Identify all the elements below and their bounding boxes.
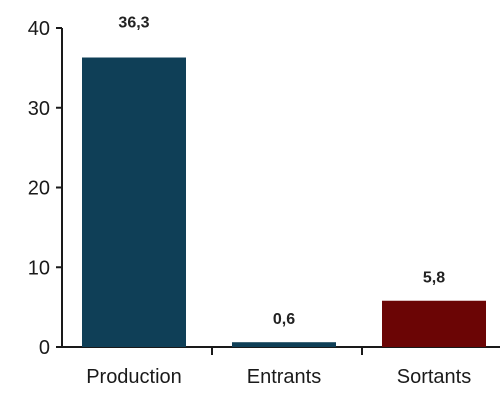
y-tick-label: 20 — [28, 178, 50, 200]
data-labels: 36,3 0,6 5,8 — [118, 15, 445, 329]
data-label-production: 36,3 — [118, 15, 149, 32]
x-tick-label-entrants: Entrants — [247, 366, 321, 388]
y-tick-label: 10 — [28, 257, 50, 279]
y-tick-label: 40 — [28, 18, 50, 40]
data-label-sortants: 5,8 — [423, 270, 445, 287]
bars — [82, 57, 486, 347]
y-tick-label: 30 — [28, 98, 50, 120]
x-tick-label-sortants: Sortants — [397, 366, 471, 388]
x-axis: Production Entrants Sortants — [62, 346, 500, 388]
bar-production — [82, 57, 186, 347]
x-tick-label-production: Production — [86, 366, 182, 388]
y-tick-label: 0 — [39, 337, 50, 359]
bar-sortants — [382, 300, 486, 347]
y-axis: 0 10 20 30 40 — [28, 18, 63, 359]
data-label-entrants: 0,6 — [273, 311, 295, 328]
bar-entrants — [232, 342, 336, 347]
